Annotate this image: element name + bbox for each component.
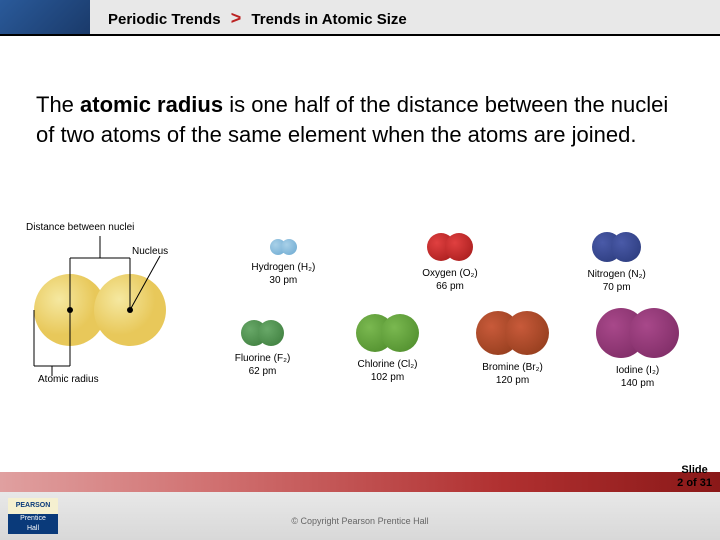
molecule-visual xyxy=(596,306,679,360)
molecule-label: Hydrogen (H₂)30 pm xyxy=(208,261,358,287)
body-bold: atomic radius xyxy=(80,92,223,117)
molecule-label: Iodine (I₂)140 pm xyxy=(583,364,693,390)
atom-sphere xyxy=(611,232,641,262)
footer: Slide 2 of 31 © Copyright Pearson Prenti… xyxy=(0,480,720,540)
molecule-visual xyxy=(241,318,284,348)
label-nucleus: Nucleus xyxy=(132,246,168,257)
molecule-visual xyxy=(592,230,642,264)
header-right: Trends in Atomic Size xyxy=(251,11,406,28)
molecule-item: Oxygen (O₂)66 pm xyxy=(375,231,525,293)
molecules-grid: Hydrogen (H₂)30 pm Oxygen (O₂)66 pm Nitrog… xyxy=(190,224,700,396)
atom-sphere xyxy=(445,233,473,261)
molecule-label: Nitrogen (N₂)70 pm xyxy=(542,268,692,294)
body-pre: The xyxy=(36,92,80,117)
footer-red-bar xyxy=(0,472,720,492)
molecule-item: Hydrogen (H₂)30 pm xyxy=(208,237,358,287)
label-distance: Distance between nuclei xyxy=(26,222,134,233)
atom-sphere xyxy=(281,239,297,255)
molecule-label: Chlorine (Cl₂)102 pm xyxy=(333,358,443,384)
molecule-label: Oxygen (O₂)66 pm xyxy=(375,267,525,293)
logo-prentice-hall: PrenticeHall xyxy=(8,514,58,534)
molecule-label: Bromine (Br₂)120 pm xyxy=(458,361,568,387)
copyright-text: © Copyright Pearson Prentice Hall xyxy=(0,516,720,526)
header-separator: > xyxy=(231,8,242,28)
header-text: Periodic Trends > Trends in Atomic Size xyxy=(108,8,407,29)
molecule-item: Nitrogen (N₂)70 pm xyxy=(542,230,692,294)
atomic-radius-diagram: Distance between nuclei Nucleus Atomic r… xyxy=(20,220,190,400)
molecule-item: Chlorine (Cl₂)102 pm xyxy=(333,312,443,384)
slide-number: Slide 2 of 31 xyxy=(677,464,712,490)
atom-sphere xyxy=(505,311,549,355)
molecule-item: Fluorine (F₂)62 pm xyxy=(208,318,318,378)
molecule-item: Iodine (I₂)140 pm xyxy=(583,306,693,390)
pearson-logo: PEARSON PrenticeHall xyxy=(8,498,58,534)
molecule-item: Bromine (Br₂)120 pm xyxy=(458,309,568,387)
diagram-area: Distance between nuclei Nucleus Atomic r… xyxy=(20,210,700,410)
atom-sphere xyxy=(381,314,419,352)
molecule-visual xyxy=(270,237,296,257)
header-left: Periodic Trends xyxy=(108,11,221,28)
slide-label: Slide xyxy=(681,464,707,476)
corner-accent xyxy=(0,0,90,34)
molecule-label: Fluorine (F₂)62 pm xyxy=(208,352,318,378)
molecule-visual xyxy=(476,309,549,357)
atom-sphere xyxy=(629,308,679,358)
slide-value: 2 of 31 xyxy=(677,477,712,489)
atom-sphere xyxy=(258,320,284,346)
header-bar: Periodic Trends > Trends in Atomic Size xyxy=(0,0,720,36)
logo-pearson: PEARSON xyxy=(8,498,58,514)
body-paragraph: The atomic radius is one half of the dis… xyxy=(36,90,690,149)
molecule-visual xyxy=(356,312,419,354)
label-atomic-radius: Atomic radius xyxy=(38,374,99,385)
molecule-visual xyxy=(427,231,473,263)
